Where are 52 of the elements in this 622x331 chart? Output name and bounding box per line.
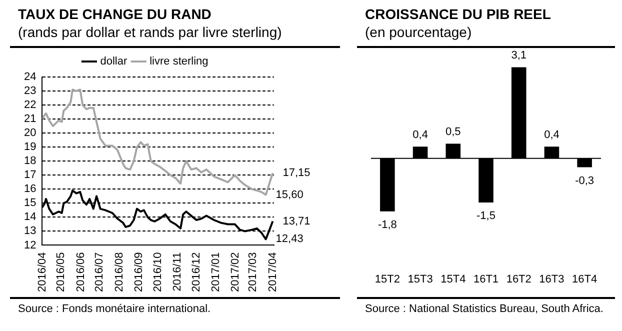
y-tick-label: 12 bbox=[24, 239, 36, 252]
x-tick-label: 15T3 bbox=[408, 273, 433, 286]
data-label: 0,4 bbox=[544, 129, 560, 142]
x-tick-label: 2017/01 bbox=[210, 252, 222, 292]
data-label: 3,1 bbox=[511, 50, 527, 62]
annotation: 17,15 bbox=[282, 167, 310, 180]
y-tick-label: 16 bbox=[24, 183, 36, 196]
y-tick-label: 20 bbox=[24, 127, 36, 140]
x-tick-label: 2017/03 bbox=[247, 252, 260, 292]
y-tick-label: 22 bbox=[24, 99, 36, 112]
x-tick-label: 2016/07 bbox=[94, 252, 106, 292]
source-note: Source : National Statistics Bureau, South Africa. bbox=[365, 303, 604, 315]
data-label: 0,4 bbox=[412, 129, 428, 142]
y-tick-label: 18 bbox=[24, 155, 36, 168]
legend-label: dollar bbox=[100, 56, 128, 68]
chart-title: TAUX DE CHANGE DU RAND bbox=[18, 6, 212, 22]
x-tick-label: 2017/04 bbox=[266, 252, 279, 292]
x-tick-label: 2016/10 bbox=[152, 252, 164, 292]
chart-title: CROISSANCE DU PIB REEL bbox=[365, 6, 551, 22]
y-tick-label: 15 bbox=[24, 197, 36, 210]
x-tick-label: 2016/05 bbox=[55, 252, 68, 292]
data-label: -1,5 bbox=[476, 210, 496, 222]
x-tick-label: 15T4 bbox=[440, 273, 466, 286]
x-tick-label: 2016/09 bbox=[132, 252, 145, 292]
x-tick-label: 16T1 bbox=[473, 273, 499, 286]
x-tick-label: 15T2 bbox=[374, 273, 400, 286]
x-tick-label: 2016/12 bbox=[190, 252, 202, 292]
legend-label: livre sterling bbox=[150, 56, 208, 68]
y-tick-label: 21 bbox=[24, 113, 36, 126]
data-label: 0,5 bbox=[445, 126, 461, 138]
chart-subtitle: (en pourcentage) bbox=[365, 24, 472, 40]
x-tick-label: 16T2 bbox=[506, 273, 532, 286]
y-tick-label: 17 bbox=[24, 169, 36, 182]
y-tick-label: 23 bbox=[24, 85, 36, 98]
data-label: -0,3 bbox=[575, 174, 594, 187]
y-tick-label: 13 bbox=[24, 225, 36, 238]
y-tick-label: 24 bbox=[24, 71, 36, 84]
x-tick-label: 2016/11 bbox=[171, 252, 184, 292]
chart-subtitle: (rands par dollar et rands par livre sterling) bbox=[18, 24, 282, 40]
x-tick-label: 2016/06 bbox=[74, 252, 87, 292]
x-tick-label: 16T3 bbox=[539, 273, 564, 286]
data-label: -1,8 bbox=[378, 218, 397, 231]
y-tick-label: 19 bbox=[24, 141, 36, 154]
annotation: 15,60 bbox=[276, 188, 304, 201]
x-tick-label: 2016/08 bbox=[113, 252, 126, 292]
x-tick-label: 16T4 bbox=[572, 273, 598, 286]
annotation: 13,71 bbox=[282, 215, 310, 228]
source-note: Source : Fonds monétaire international. bbox=[18, 303, 211, 315]
x-tick-label: 2017/02 bbox=[230, 252, 242, 292]
x-tick-label: 2016/04 bbox=[36, 252, 48, 292]
annotation: 12,43 bbox=[276, 233, 304, 246]
y-tick-label: 14 bbox=[24, 211, 36, 224]
